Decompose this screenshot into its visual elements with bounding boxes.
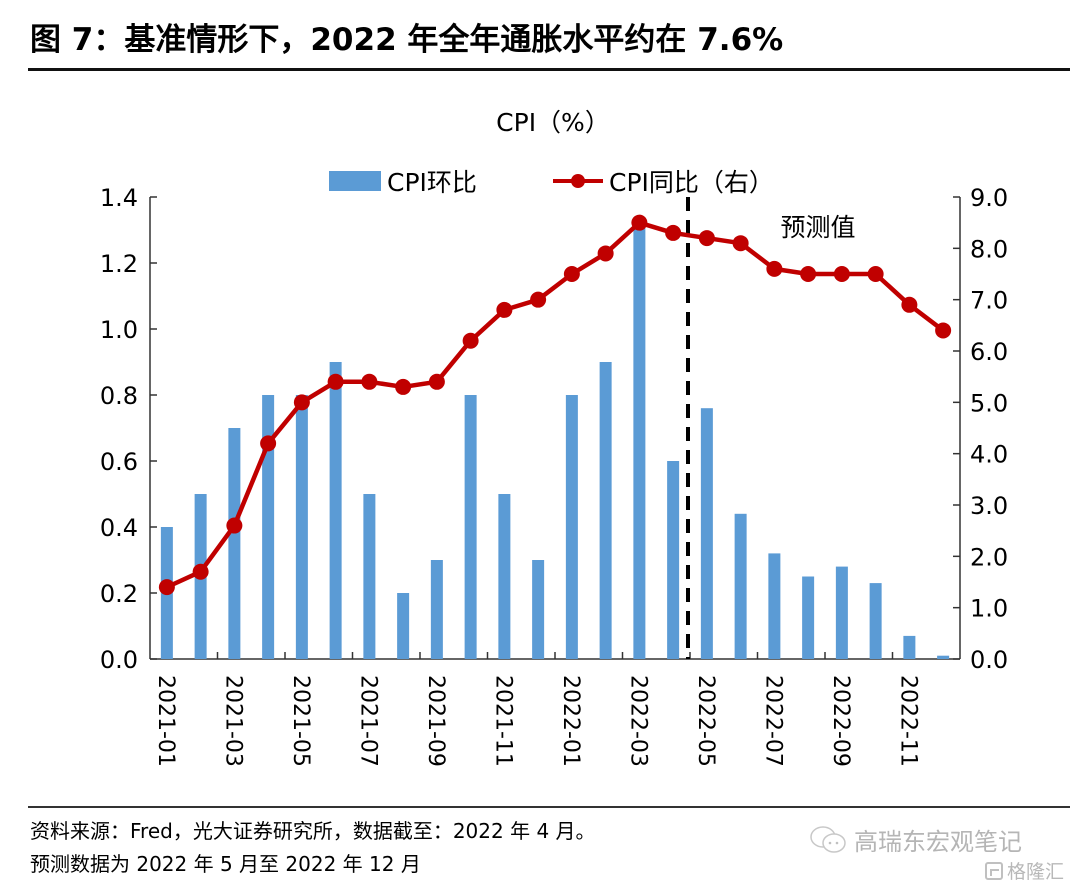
x-axis-tick-label: 2021-07 — [355, 675, 380, 767]
cpi-yoy-point — [192, 563, 209, 580]
cpi-yoy-point — [496, 301, 513, 318]
axes: 0.0 0.2 0.4 0.6 0.8 1.0 1.2 1.4 0.0 1.0 2.0 3.0 4.0 5… — [100, 184, 1008, 767]
figure-title: 图 7：基准情形下，2022 年全年通胀水平约在 7.6% — [30, 22, 784, 58]
cpi-yoy-point — [327, 373, 344, 390]
cpi-mom-bar — [430, 560, 443, 659]
right-axis-tick-label: 0.0 — [970, 646, 1008, 674]
forecast-note: 预测数据为 2022 年 5 月至 2022 年 12 月 — [30, 852, 421, 876]
right-axis-tick-label: 7.0 — [970, 287, 1008, 315]
cpi-mom-bar — [329, 362, 342, 659]
x-axis-tick-label: 2022-11 — [895, 675, 920, 767]
bars — [160, 223, 950, 659]
left-axis-tick-label: 0.8 — [100, 382, 138, 410]
cpi-yoy-point — [158, 579, 175, 596]
cpi-mom-bar — [262, 395, 275, 659]
cpi-mom-bar — [700, 408, 713, 659]
x-axis-tick-label: 2022-07 — [760, 675, 785, 767]
title-rule — [28, 68, 1070, 71]
cpi-yoy-point — [395, 378, 412, 395]
x-axis-tick-label: 2022-09 — [828, 675, 853, 767]
cpi-mom-bar — [397, 593, 410, 659]
cpi-mom-bar — [768, 553, 781, 659]
legend-line-label: CPI同比（右） — [609, 168, 774, 197]
cpi-yoy-point — [631, 214, 648, 231]
left-axis-tick-label: 1.0 — [100, 316, 138, 344]
x-axis-tick-label: 2021-01 — [153, 675, 178, 767]
cpi-mom-bar — [667, 461, 680, 659]
cpi-yoy-point — [867, 266, 884, 282]
cpi-mom-bar — [734, 513, 747, 659]
cpi-yoy-point — [597, 245, 614, 262]
left-axis-tick-label: 1.2 — [100, 250, 138, 278]
cpi-yoy-point — [428, 373, 445, 390]
x-axis-tick-label: 2022-03 — [625, 675, 650, 767]
cpi-yoy-point — [563, 266, 580, 282]
chart-title: CPI（%） — [496, 108, 610, 137]
left-axis-tick-label: 0.6 — [100, 448, 138, 476]
right-axis-tick-label: 9.0 — [970, 184, 1008, 212]
cpi-yoy-point — [766, 260, 783, 277]
cpi-mom-bar — [532, 560, 545, 659]
left-axis-tick-label: 0.0 — [100, 646, 138, 674]
right-axis-tick-label: 1.0 — [970, 595, 1008, 623]
cpi-yoy-point — [833, 266, 850, 282]
cpi-yoy-point — [260, 435, 277, 452]
right-axis-tick-label: 6.0 — [970, 338, 1008, 366]
right-axis-tick-label: 3.0 — [970, 492, 1008, 520]
cpi-yoy-point — [698, 230, 715, 247]
x-axis-tick-label: 2021-03 — [220, 675, 245, 767]
cpi-mom-bar — [869, 583, 882, 659]
cpi-mom-bar — [937, 655, 950, 659]
cpi-yoy-line — [165, 220, 945, 590]
cpi-yoy-point — [901, 296, 918, 313]
x-axis-tick-label: 2022-01 — [558, 675, 583, 767]
watermark-site: 格隆汇 — [985, 857, 1064, 884]
cpi-yoy-point — [530, 291, 547, 308]
footer-rule — [28, 806, 1070, 808]
cpi-mom-bar — [599, 362, 612, 659]
watermark-account-name: 高瑞东宏观笔记 — [854, 828, 1022, 856]
legend-bar-label: CPI环比 — [387, 168, 477, 197]
left-axis-tick-label: 0.4 — [100, 514, 138, 542]
cpi-yoy-point — [361, 373, 378, 390]
forecast-annotation: 预测值 — [780, 213, 855, 242]
x-axis-tick-label: 2021-11 — [490, 675, 515, 767]
watermark-site-name: 格隆汇 — [1007, 861, 1065, 883]
watermark-account: 高瑞东宏观笔记 — [808, 822, 1022, 857]
right-axis-tick-label: 8.0 — [970, 235, 1008, 263]
cpi-yoy-point — [732, 235, 749, 252]
cpi-mom-bar — [295, 395, 308, 659]
cpi-mom-bar — [228, 428, 241, 659]
right-axis-tick-label: 2.0 — [970, 543, 1008, 571]
legend: CPI环比 CPI同比（右） — [329, 168, 774, 197]
cpi-mom-bar — [903, 635, 916, 659]
left-axis-tick-label: 1.4 — [100, 184, 138, 212]
cpi-mom-bar — [464, 395, 477, 659]
x-axis-tick-label: 2021-09 — [423, 675, 448, 767]
x-axis-tick-label: 2022-05 — [693, 675, 718, 767]
cpi-yoy-point — [293, 394, 310, 411]
cpi-yoy-point — [665, 224, 682, 241]
cpi-chart: CPI（%） CPI环比 CPI同比（右） 0.0 0.2 0.4 0.6 0.8 1.0… — [100, 108, 1008, 767]
cpi-yoy-point — [800, 266, 817, 282]
wechat-icon — [810, 825, 846, 853]
cpi-mom-bar — [835, 566, 848, 659]
left-axis-tick-label: 0.2 — [100, 580, 138, 608]
right-axis-tick-label: 4.0 — [970, 441, 1008, 469]
cpi-mom-bar — [363, 494, 376, 659]
right-axis-tick-label: 5.0 — [970, 389, 1008, 417]
cpi-yoy-point — [462, 332, 479, 349]
line-series — [158, 214, 952, 596]
x-axis-tick-label: 2021-05 — [288, 675, 313, 767]
cpi-yoy-point — [226, 517, 243, 534]
source-note: 资料来源：Fred，光大证券研究所，数据截至：2022 年 4 月。 — [30, 819, 596, 843]
cpi-mom-bar — [565, 395, 578, 659]
cpi-mom-bar — [633, 223, 646, 659]
gelonghui-logo-icon — [985, 861, 1003, 880]
cpi-mom-bar — [802, 576, 815, 659]
legend-line-marker — [571, 174, 585, 188]
legend-bar-swatch — [329, 171, 381, 191]
cpi-mom-bar — [498, 494, 511, 659]
cpi-yoy-point — [935, 322, 952, 339]
